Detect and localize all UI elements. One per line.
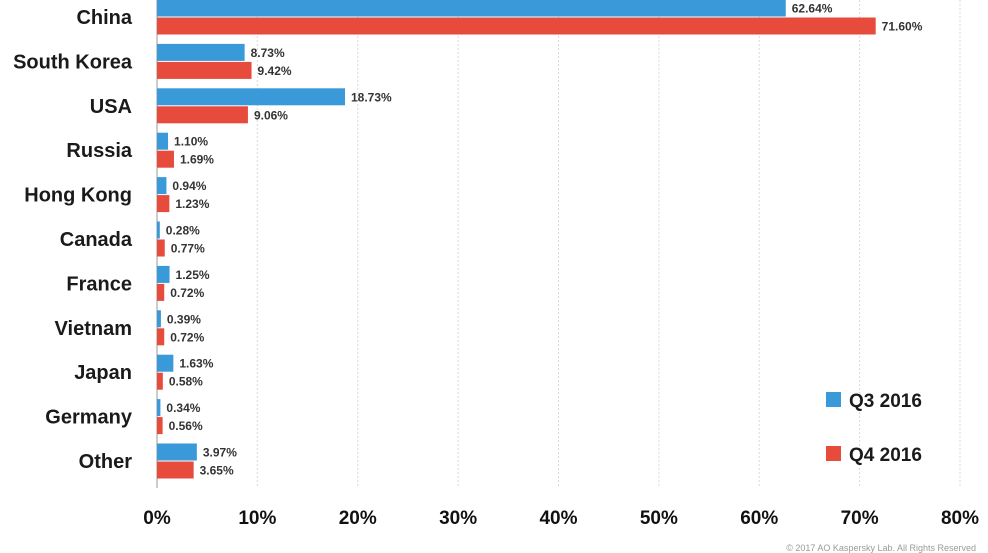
category-label: Russia (66, 140, 132, 162)
value-label: 0.34% (166, 401, 200, 415)
value-label: 1.25% (176, 268, 210, 282)
value-label: 0.39% (167, 312, 201, 326)
tick-label: 60% (740, 508, 778, 529)
tick-label: 80% (941, 508, 979, 529)
value-label: 8.73% (251, 46, 285, 60)
value-label: 0.56% (169, 419, 203, 433)
bar-other-s2 (157, 461, 194, 479)
tick-label: 50% (640, 508, 678, 529)
tick-label: 20% (339, 508, 377, 529)
legend-label: Q4 2016 (849, 445, 922, 466)
bar-france-s2 (157, 283, 165, 301)
bars: 62.64% 71.60% 8.73% 9.42% 18.73% 9.06% 1.10% 1.… (157, 0, 923, 479)
category-label: Germany (45, 407, 133, 429)
value-label: 1.10% (174, 135, 208, 149)
category-label: Vietnam (55, 318, 132, 340)
tick-label: 70% (841, 508, 879, 529)
bar-vietnam-s2 (157, 328, 165, 346)
category-label: Hong Kong (24, 185, 132, 207)
legend-swatch (826, 392, 841, 407)
legend-label: Q3 2016 (849, 391, 922, 412)
value-label: 0.28% (166, 224, 200, 238)
gridlines (156, 0, 961, 488)
value-label: 0.72% (170, 286, 204, 300)
category-label: South Korea (13, 51, 133, 73)
legend: Q3 2016 Q4 2016 (826, 391, 922, 466)
value-label: 3.97% (203, 446, 237, 460)
bar-canada-s1 (157, 221, 160, 239)
value-label: 0.77% (171, 242, 205, 256)
bar-china-s1 (157, 0, 786, 17)
bar-japan-s1 (157, 354, 174, 372)
bar-south-korea-s1 (157, 43, 245, 61)
category-label: China (76, 7, 132, 29)
bar-south-korea-s2 (157, 61, 252, 79)
bar-usa-s2 (157, 106, 248, 124)
category-label: Canada (60, 229, 133, 251)
tick-label: 10% (238, 508, 276, 529)
bar-france-s1 (157, 265, 170, 283)
value-label: 71.60% (882, 20, 923, 34)
bar-china-s2 (157, 17, 876, 35)
value-label: 9.06% (254, 108, 288, 122)
value-label: 0.58% (169, 375, 203, 389)
value-label: 0.72% (170, 330, 204, 344)
value-label: 1.23% (175, 197, 209, 211)
value-label: 1.69% (180, 153, 214, 167)
legend-swatch (826, 446, 841, 461)
category-labels: China South Korea USA Russia Hong Kong Canada… (13, 7, 133, 473)
value-label: 9.42% (258, 64, 292, 78)
bar-germany-s2 (157, 417, 163, 435)
value-label: 0.94% (172, 179, 206, 193)
category-label: Japan (74, 362, 132, 384)
value-label: 3.65% (200, 464, 234, 478)
category-label: Other (79, 451, 133, 473)
tick-label: 40% (539, 508, 577, 529)
bar-germany-s1 (157, 399, 161, 417)
bar-hong-kong-s1 (157, 177, 167, 195)
copyright-notice: © 2017 AO Kaspersky Lab. All Rights Rese… (786, 543, 976, 553)
x-axis-ticks: 0% 10% 20% 30% 40% 50% 60% 70% 80% (143, 508, 979, 529)
tick-label: 0% (143, 508, 171, 529)
value-label: 18.73% (351, 90, 392, 104)
value-label: 1.63% (179, 357, 213, 371)
value-label: 62.64% (792, 2, 833, 16)
bar-usa-s1 (157, 88, 346, 106)
category-label: USA (90, 96, 132, 118)
tick-label: 30% (439, 508, 477, 529)
bar-other-s1 (157, 443, 197, 461)
bar-vietnam-s1 (157, 310, 161, 328)
bar-japan-s2 (157, 372, 163, 390)
bar-canada-s2 (157, 239, 165, 257)
category-label: France (66, 273, 132, 295)
bar-russia-s2 (157, 150, 174, 168)
bar-russia-s1 (157, 132, 169, 150)
bar-hong-kong-s2 (157, 195, 170, 213)
